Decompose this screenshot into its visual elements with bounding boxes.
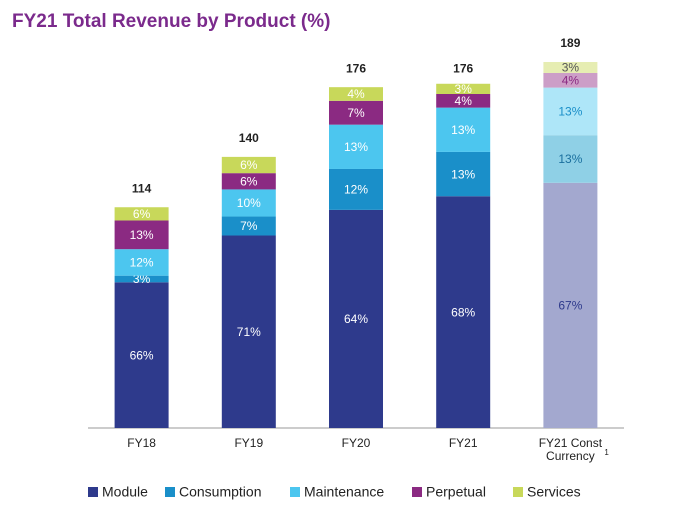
bar-segment [329,87,383,101]
x-tick-label-line: Currency [546,449,595,463]
bar-segment [436,83,491,94]
value-label: 7% [240,219,258,233]
bar-segment [221,235,276,428]
bar-segment [114,249,169,276]
x-tick-label-line: FY19 [234,436,263,450]
value-label: 13% [451,123,475,137]
value-label: 7% [347,106,365,120]
value-label: 13% [451,167,475,181]
value-label: 64% [344,312,368,326]
bar-segment [436,93,491,108]
bar-segment [436,151,491,197]
legend-label: Consumption [179,484,262,500]
legend-swatch [165,487,175,497]
value-label: 3% [562,61,580,75]
bar-segment [543,87,598,136]
total-label: 189 [560,36,580,50]
value-label: 66% [130,348,154,362]
bar-segment [436,196,491,428]
value-label: 4% [562,73,580,87]
legend-label: Perpetual [426,484,486,500]
bar-segment [436,107,491,152]
legend-label: Module [102,484,148,500]
x-tick-label-line: FY18 [127,436,156,450]
bar-segment [221,189,276,217]
bar-segment [114,282,169,428]
total-label: 140 [239,131,259,145]
footnote-marker: 1 [604,448,609,457]
bar-segment [114,275,169,283]
value-label: 13% [558,105,582,119]
x-tick-label-line: FY21 Const [539,436,603,450]
bar-segment [329,168,383,210]
value-label: 6% [240,174,258,188]
value-label: 4% [455,94,473,108]
bar-segment [221,156,276,174]
bar-segment [221,173,276,190]
legend-label: Maintenance [304,484,384,500]
value-label: 12% [130,256,154,270]
bar-segment [329,100,383,125]
bar-segment [329,124,383,169]
value-label: 13% [344,140,368,154]
legend-label: Services [527,484,581,500]
bar-segment [329,209,383,428]
x-tick-label: FY21 [449,436,478,450]
bar-segment [543,135,598,183]
legend-swatch [513,487,523,497]
x-tick-label: FY21 Const Currency [539,436,603,463]
value-label: 67% [558,299,582,313]
value-label: 68% [451,305,475,319]
total-label: 176 [453,61,473,75]
bar-segment [114,207,169,221]
value-label: 6% [240,158,258,172]
x-tick-label-line: FY20 [342,436,371,450]
bar-segment [543,72,598,88]
x-tick-label: FY18 [127,436,156,450]
bar-segment [221,216,276,236]
chart-title: FY21 Total Revenue by Product (%) [12,11,330,32]
value-label: 10% [237,196,261,210]
value-label: 71% [237,325,261,339]
value-label: 3% [455,82,473,96]
value-label: 6% [133,207,151,221]
total-label: 176 [346,61,366,75]
x-tick-label: FY20 [342,436,371,450]
legend-swatch [412,487,422,497]
bar-segment [543,182,598,428]
legend-swatch [88,487,98,497]
x-tick-label: FY19 [234,436,263,450]
legend-swatch [290,487,300,497]
bar-segment [543,62,598,73]
value-label: 13% [558,152,582,166]
total-label: 114 [132,181,152,195]
value-label: 13% [130,228,154,242]
value-label: 4% [347,87,365,101]
x-tick-label-line: FY21 [449,436,478,450]
bar-segment [114,220,169,250]
value-label: 12% [344,183,368,197]
